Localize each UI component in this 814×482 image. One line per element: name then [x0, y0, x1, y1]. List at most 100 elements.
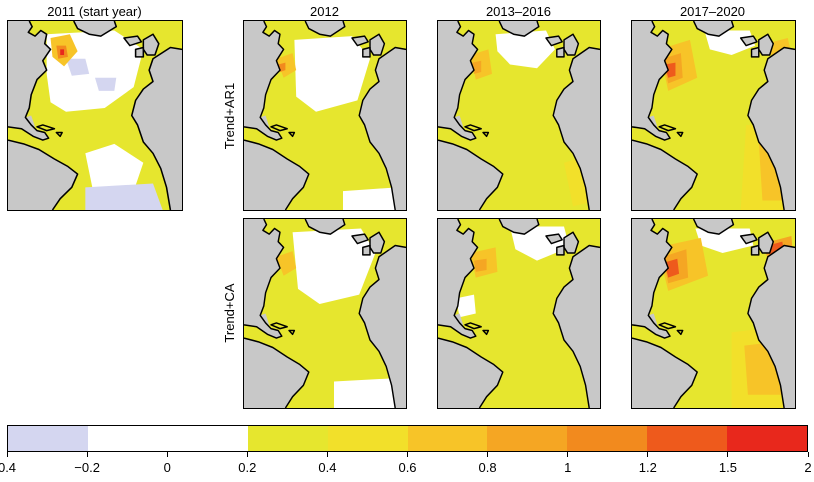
map-panel-2011 [7, 20, 183, 211]
column-title-2013-2016: 2013–2016 [485, 4, 552, 19]
land-mass [143, 34, 159, 56]
coastline [36, 124, 56, 132]
anomaly-region [495, 30, 555, 69]
coastline [438, 219, 479, 339]
coastline [304, 219, 346, 235]
coastline [482, 329, 490, 336]
colorbar-bin-6 [407, 426, 488, 451]
coastline [244, 219, 285, 339]
coastline [8, 21, 52, 141]
coastline [464, 322, 482, 330]
anomaly-region [334, 377, 403, 408]
colorbar-tick-label: 1 [564, 460, 572, 475]
map-panel-2017-2020-trend-ar1 [631, 20, 796, 211]
colorbar-bin-10 [727, 426, 808, 451]
coastline [676, 131, 684, 138]
map-svg [8, 21, 182, 210]
coastline [739, 35, 758, 47]
land-mass [751, 245, 759, 255]
land-mass [244, 338, 309, 408]
colorbar-tick-label: 2 [804, 460, 812, 475]
map-svg [438, 219, 600, 408]
land-mass [747, 47, 795, 210]
coastline [244, 139, 310, 210]
coastline [692, 219, 735, 235]
land-mass [747, 245, 795, 408]
colorbar-tick-label: 0.6 [398, 460, 417, 475]
coastline [747, 244, 795, 408]
map-panel-2013-2016-trend-ca [437, 218, 601, 409]
colorbar-tick [326, 452, 328, 457]
colorbar-tick-label: 0.4 [0, 460, 17, 475]
map-panel-2012-trend-ar1 [243, 20, 407, 211]
land-mass [438, 219, 478, 339]
land-mass [632, 21, 672, 141]
land-mass [359, 47, 406, 210]
colorbar-tick [407, 452, 408, 457]
coastline [270, 322, 288, 330]
colorbar-tick-label: 1.2 [638, 460, 657, 475]
coastline [438, 139, 504, 210]
colorbar-tick [647, 452, 649, 457]
land-mass [454, 115, 464, 127]
anomaly-region [695, 228, 754, 254]
coastline [676, 329, 684, 336]
coastline [73, 21, 118, 37]
colorbar-bin-8 [567, 426, 648, 451]
colorbar-tick [246, 452, 248, 457]
land-mass [359, 245, 406, 408]
land-mass [758, 232, 774, 254]
land-mass [648, 115, 658, 127]
land-mass [362, 47, 370, 57]
map-panel-2013-2016-trend-ar1 [437, 20, 601, 211]
land-mass [370, 232, 385, 254]
map-panel-2017-2020-trend-ca [631, 218, 796, 409]
coastline [464, 124, 482, 132]
coastline [552, 46, 600, 210]
land-mass [438, 140, 503, 210]
land-mass [438, 21, 478, 141]
colorbar-tick-label: 1.5 [718, 460, 737, 475]
colorbar-bin-4 [247, 426, 328, 451]
coastline [358, 46, 406, 210]
coastline [498, 219, 540, 235]
land-mass [758, 34, 774, 56]
coastline [351, 35, 369, 47]
colorbar-tick [487, 452, 489, 457]
land-mass [553, 47, 600, 210]
coastline [134, 46, 145, 58]
coastline [750, 244, 760, 256]
colorbar-bin-7 [487, 426, 568, 451]
land-mass [564, 232, 579, 254]
coastline [362, 46, 371, 58]
coastline [270, 124, 288, 132]
coastline [632, 337, 698, 408]
coastline [288, 329, 296, 336]
coastline [358, 244, 406, 408]
coastline [498, 21, 540, 37]
land-mass [556, 47, 564, 57]
coastline [632, 219, 673, 339]
colorbar-tick-label: 0.8 [478, 460, 497, 475]
land-mass [362, 245, 370, 255]
land-mass [632, 140, 698, 210]
colorbar-tick-label: 0.2 [238, 460, 257, 475]
land-mass [556, 245, 564, 255]
anomaly-region [343, 187, 397, 210]
colorbar-bin-5 [327, 426, 408, 451]
coastline [658, 124, 677, 132]
coastline [545, 35, 563, 47]
coastline [8, 139, 79, 210]
anomaly-region [276, 251, 297, 276]
coastline [658, 322, 677, 330]
anomaly-region [294, 36, 370, 112]
coastline [244, 337, 310, 408]
coastline [130, 46, 182, 210]
land-mass [632, 219, 672, 339]
coastline [750, 46, 760, 58]
coastline [438, 21, 479, 141]
land-mass [553, 245, 600, 408]
land-mass [25, 115, 36, 127]
land-mass [751, 47, 759, 57]
coastline [123, 35, 143, 47]
